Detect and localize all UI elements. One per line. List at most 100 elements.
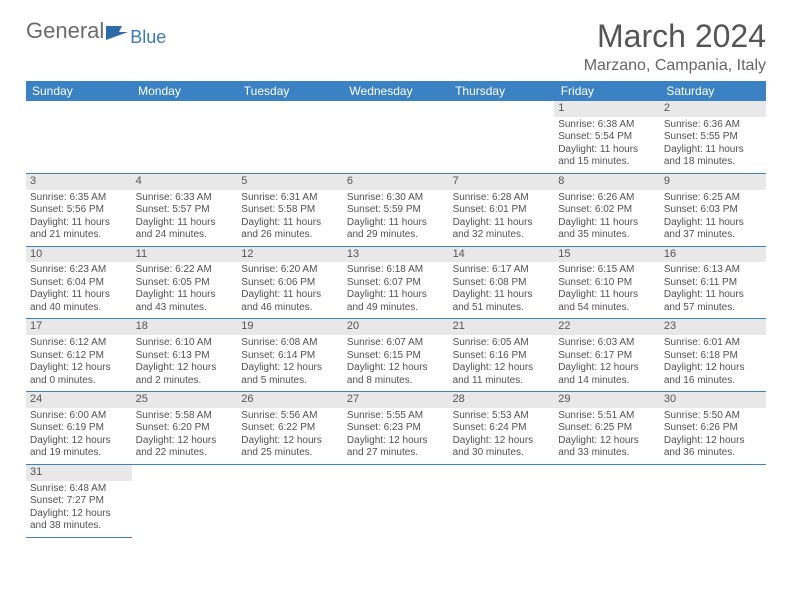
daylight-text-2: and 38 minutes.	[30, 520, 128, 533]
flag-icon	[106, 22, 132, 40]
day-header: Thursday	[449, 81, 555, 101]
sunset-text: Sunset: 7:27 PM	[30, 495, 128, 508]
day-number-cell: 26	[237, 392, 343, 408]
sunset-text: Sunset: 6:07 PM	[347, 277, 445, 290]
daylight-text-1: Daylight: 11 hours	[241, 217, 339, 230]
day-number-cell: 9	[660, 173, 766, 189]
daynum-row: 12	[26, 101, 766, 117]
day-number-cell: 5	[237, 173, 343, 189]
sunrise-text: Sunrise: 5:56 AM	[241, 410, 339, 423]
day-number-cell: 1	[554, 101, 660, 117]
day-number-cell: 12	[237, 246, 343, 262]
day-header: Tuesday	[237, 81, 343, 101]
daylight-text-2: and 35 minutes.	[558, 229, 656, 242]
logo: General Blue	[26, 18, 170, 44]
sunset-text: Sunset: 6:15 PM	[347, 350, 445, 363]
sunset-text: Sunset: 5:57 PM	[136, 204, 234, 217]
daylight-text-1: Daylight: 12 hours	[664, 362, 762, 375]
sunrise-text: Sunrise: 6:13 AM	[664, 264, 762, 277]
day-detail-cell: Sunrise: 6:25 AMSunset: 6:03 PMDaylight:…	[660, 190, 766, 247]
day-number-cell: 2	[660, 101, 766, 117]
day-number-cell: 11	[132, 246, 238, 262]
day-detail-cell: Sunrise: 6:00 AMSunset: 6:19 PMDaylight:…	[26, 408, 132, 465]
daylight-text-2: and 22 minutes.	[136, 447, 234, 460]
daylight-text-1: Daylight: 12 hours	[241, 362, 339, 375]
daylight-text-2: and 14 minutes.	[558, 375, 656, 388]
day-number-cell	[449, 464, 555, 480]
daylight-text-1: Daylight: 11 hours	[664, 289, 762, 302]
daylight-text-1: Daylight: 11 hours	[30, 217, 128, 230]
detail-row: Sunrise: 6:12 AMSunset: 6:12 PMDaylight:…	[26, 335, 766, 392]
day-detail-cell: Sunrise: 5:51 AMSunset: 6:25 PMDaylight:…	[554, 408, 660, 465]
sunrise-text: Sunrise: 5:58 AM	[136, 410, 234, 423]
daylight-text-2: and 27 minutes.	[347, 447, 445, 460]
daylight-text-2: and 5 minutes.	[241, 375, 339, 388]
sunrise-text: Sunrise: 5:51 AM	[558, 410, 656, 423]
detail-row: Sunrise: 6:48 AMSunset: 7:27 PMDaylight:…	[26, 481, 766, 538]
day-number-cell: 20	[343, 319, 449, 335]
day-detail-cell: Sunrise: 6:26 AMSunset: 6:02 PMDaylight:…	[554, 190, 660, 247]
sunset-text: Sunset: 6:24 PM	[453, 422, 551, 435]
day-number-cell: 13	[343, 246, 449, 262]
day-number-cell: 17	[26, 319, 132, 335]
sunrise-text: Sunrise: 6:26 AM	[558, 192, 656, 205]
detail-row: Sunrise: 6:35 AMSunset: 5:56 PMDaylight:…	[26, 190, 766, 247]
day-detail-cell: Sunrise: 6:20 AMSunset: 6:06 PMDaylight:…	[237, 262, 343, 319]
daylight-text-1: Daylight: 11 hours	[136, 289, 234, 302]
daylight-text-2: and 51 minutes.	[453, 302, 551, 315]
daylight-text-1: Daylight: 11 hours	[347, 217, 445, 230]
sunset-text: Sunset: 6:08 PM	[453, 277, 551, 290]
day-detail-cell	[132, 117, 238, 174]
day-header: Monday	[132, 81, 238, 101]
day-header: Saturday	[660, 81, 766, 101]
sunrise-text: Sunrise: 6:33 AM	[136, 192, 234, 205]
daylight-text-1: Daylight: 12 hours	[453, 435, 551, 448]
daylight-text-2: and 49 minutes.	[347, 302, 445, 315]
sunrise-text: Sunrise: 5:50 AM	[664, 410, 762, 423]
detail-row: Sunrise: 6:00 AMSunset: 6:19 PMDaylight:…	[26, 408, 766, 465]
day-number-cell: 7	[449, 173, 555, 189]
day-detail-cell: Sunrise: 6:12 AMSunset: 6:12 PMDaylight:…	[26, 335, 132, 392]
sunset-text: Sunset: 6:17 PM	[558, 350, 656, 363]
header: General Blue March 2024 Marzano, Campani…	[26, 18, 766, 75]
sunrise-text: Sunrise: 6:48 AM	[30, 483, 128, 496]
day-detail-cell: Sunrise: 6:07 AMSunset: 6:15 PMDaylight:…	[343, 335, 449, 392]
calendar-body: 12Sunrise: 6:38 AMSunset: 5:54 PMDayligh…	[26, 101, 766, 537]
day-detail-cell: Sunrise: 6:01 AMSunset: 6:18 PMDaylight:…	[660, 335, 766, 392]
daylight-text-2: and 0 minutes.	[30, 375, 128, 388]
day-detail-cell: Sunrise: 5:53 AMSunset: 6:24 PMDaylight:…	[449, 408, 555, 465]
day-detail-cell: Sunrise: 6:38 AMSunset: 5:54 PMDaylight:…	[554, 117, 660, 174]
daylight-text-2: and 16 minutes.	[664, 375, 762, 388]
day-detail-cell: Sunrise: 6:15 AMSunset: 6:10 PMDaylight:…	[554, 262, 660, 319]
location: Marzano, Campania, Italy	[584, 57, 766, 75]
day-number-cell: 28	[449, 392, 555, 408]
daylight-text-1: Daylight: 11 hours	[453, 217, 551, 230]
sunset-text: Sunset: 6:11 PM	[664, 277, 762, 290]
day-header: Wednesday	[343, 81, 449, 101]
day-number-cell: 25	[132, 392, 238, 408]
sunset-text: Sunset: 6:18 PM	[664, 350, 762, 363]
daynum-row: 31	[26, 464, 766, 480]
day-detail-cell	[554, 481, 660, 538]
day-number-cell	[26, 101, 132, 117]
daylight-text-1: Daylight: 11 hours	[558, 217, 656, 230]
sunset-text: Sunset: 6:22 PM	[241, 422, 339, 435]
daylight-text-1: Daylight: 12 hours	[30, 362, 128, 375]
sunrise-text: Sunrise: 6:36 AM	[664, 119, 762, 132]
sunset-text: Sunset: 6:03 PM	[664, 204, 762, 217]
day-detail-cell: Sunrise: 6:23 AMSunset: 6:04 PMDaylight:…	[26, 262, 132, 319]
sunrise-text: Sunrise: 6:05 AM	[453, 337, 551, 350]
day-number-cell: 24	[26, 392, 132, 408]
sunset-text: Sunset: 6:19 PM	[30, 422, 128, 435]
day-detail-cell: Sunrise: 5:50 AMSunset: 6:26 PMDaylight:…	[660, 408, 766, 465]
sunset-text: Sunset: 5:56 PM	[30, 204, 128, 217]
day-number-cell: 21	[449, 319, 555, 335]
daylight-text-2: and 26 minutes.	[241, 229, 339, 242]
calendar-table: SundayMondayTuesdayWednesdayThursdayFrid…	[26, 81, 766, 538]
sunrise-text: Sunrise: 6:08 AM	[241, 337, 339, 350]
day-number-cell: 10	[26, 246, 132, 262]
day-number-cell	[554, 464, 660, 480]
day-header-row: SundayMondayTuesdayWednesdayThursdayFrid…	[26, 81, 766, 101]
daynum-row: 17181920212223	[26, 319, 766, 335]
sunrise-text: Sunrise: 6:25 AM	[664, 192, 762, 205]
